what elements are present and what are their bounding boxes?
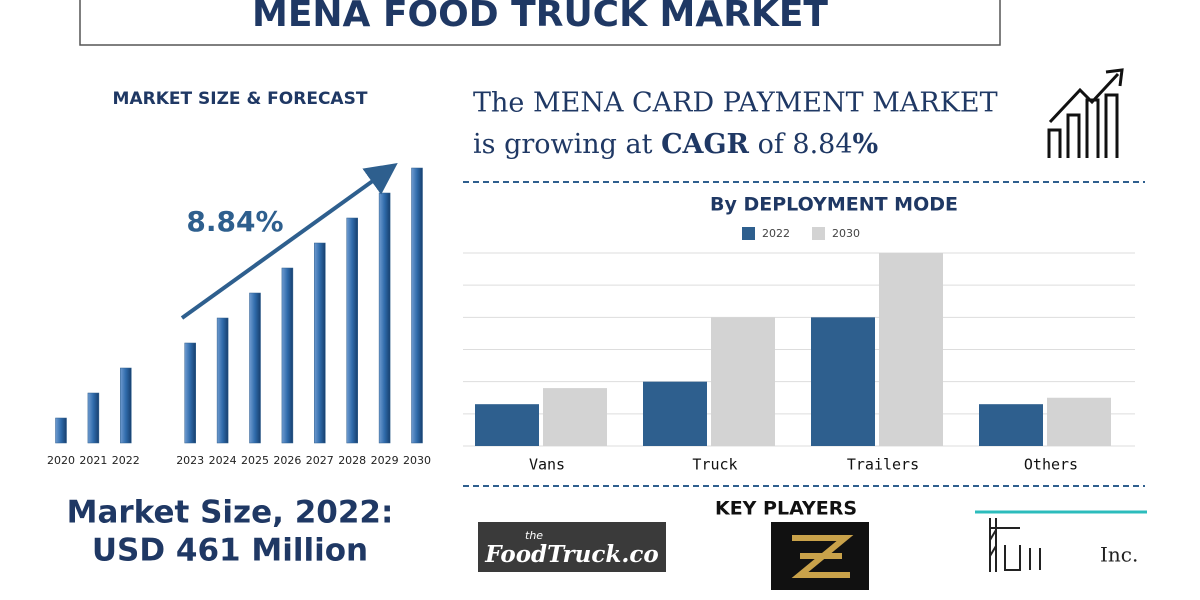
headline-part: of 8.84 — [749, 129, 853, 160]
headline-part: CAGR — [661, 129, 749, 160]
headline-part: is growing at — [473, 129, 661, 160]
logo-text: FoodTruck.co — [484, 541, 658, 568]
key-players-heading: KEY PLAYERS — [715, 498, 857, 520]
bar — [711, 317, 775, 446]
bar — [643, 381, 707, 446]
bar — [87, 392, 100, 444]
headline: The MENA CARD PAYMENT MARKET — [473, 88, 998, 119]
legend-swatch — [742, 227, 755, 240]
x-tick-label: 2021 — [79, 454, 107, 467]
bar — [249, 292, 261, 444]
x-tick-label: 2027 — [306, 454, 334, 467]
chart-title: By DEPLOYMENT MODE — [710, 194, 958, 216]
bar — [411, 167, 423, 444]
bar — [811, 317, 875, 446]
x-tick-label: 2026 — [273, 454, 301, 467]
x-tick-label: Others — [1024, 456, 1078, 474]
x-tick-label: Truck — [692, 456, 737, 474]
x-tick-label: 2030 — [403, 454, 431, 467]
market-size: Market Size, 2022: — [67, 495, 394, 531]
x-tick-label: 2029 — [371, 454, 399, 467]
legend-swatch — [812, 227, 825, 240]
bar — [216, 317, 229, 444]
bar — [314, 242, 326, 444]
bar — [475, 404, 539, 446]
headline: is growing at CAGR of 8.84% — [473, 129, 878, 160]
x-tick-label: Vans — [529, 456, 565, 474]
bar — [879, 253, 943, 446]
x-tick-label: 2025 — [241, 454, 269, 467]
bar — [346, 217, 358, 444]
trend-arrow — [180, 162, 398, 320]
bar — [281, 267, 294, 444]
growth-icon — [1047, 68, 1124, 158]
logo-text: Inc. — [1100, 543, 1138, 567]
x-tick-label: 2024 — [209, 454, 237, 467]
logo-mark — [791, 535, 854, 578]
x-tick-label: 2023 — [176, 454, 204, 467]
bar — [543, 388, 607, 446]
market-size: USD 461 Million — [92, 533, 368, 569]
bar — [1047, 397, 1111, 446]
headline-part: % — [853, 129, 879, 160]
annotation: 8.84% — [186, 205, 283, 238]
legend-label: 2022 — [762, 227, 790, 240]
x-tick-label: 2022 — [112, 454, 140, 467]
logo-text: the — [525, 529, 543, 542]
title-box — [79, 0, 1001, 46]
bar — [184, 342, 196, 444]
bar — [120, 367, 132, 444]
x-tick-label: Trailers — [847, 456, 919, 474]
x-tick-label: 2020 — [47, 454, 75, 467]
page-title: MENA FOOD TRUCK MARKET — [252, 0, 828, 35]
logo — [478, 522, 666, 572]
bar — [55, 417, 67, 444]
bar — [979, 404, 1043, 446]
forecast-heading: MARKET SIZE & FORECAST — [113, 89, 368, 109]
logo-mark — [989, 518, 1041, 572]
legend-label: 2030 — [832, 227, 860, 240]
x-tick-label: 2028 — [338, 454, 366, 467]
bar — [378, 192, 391, 444]
